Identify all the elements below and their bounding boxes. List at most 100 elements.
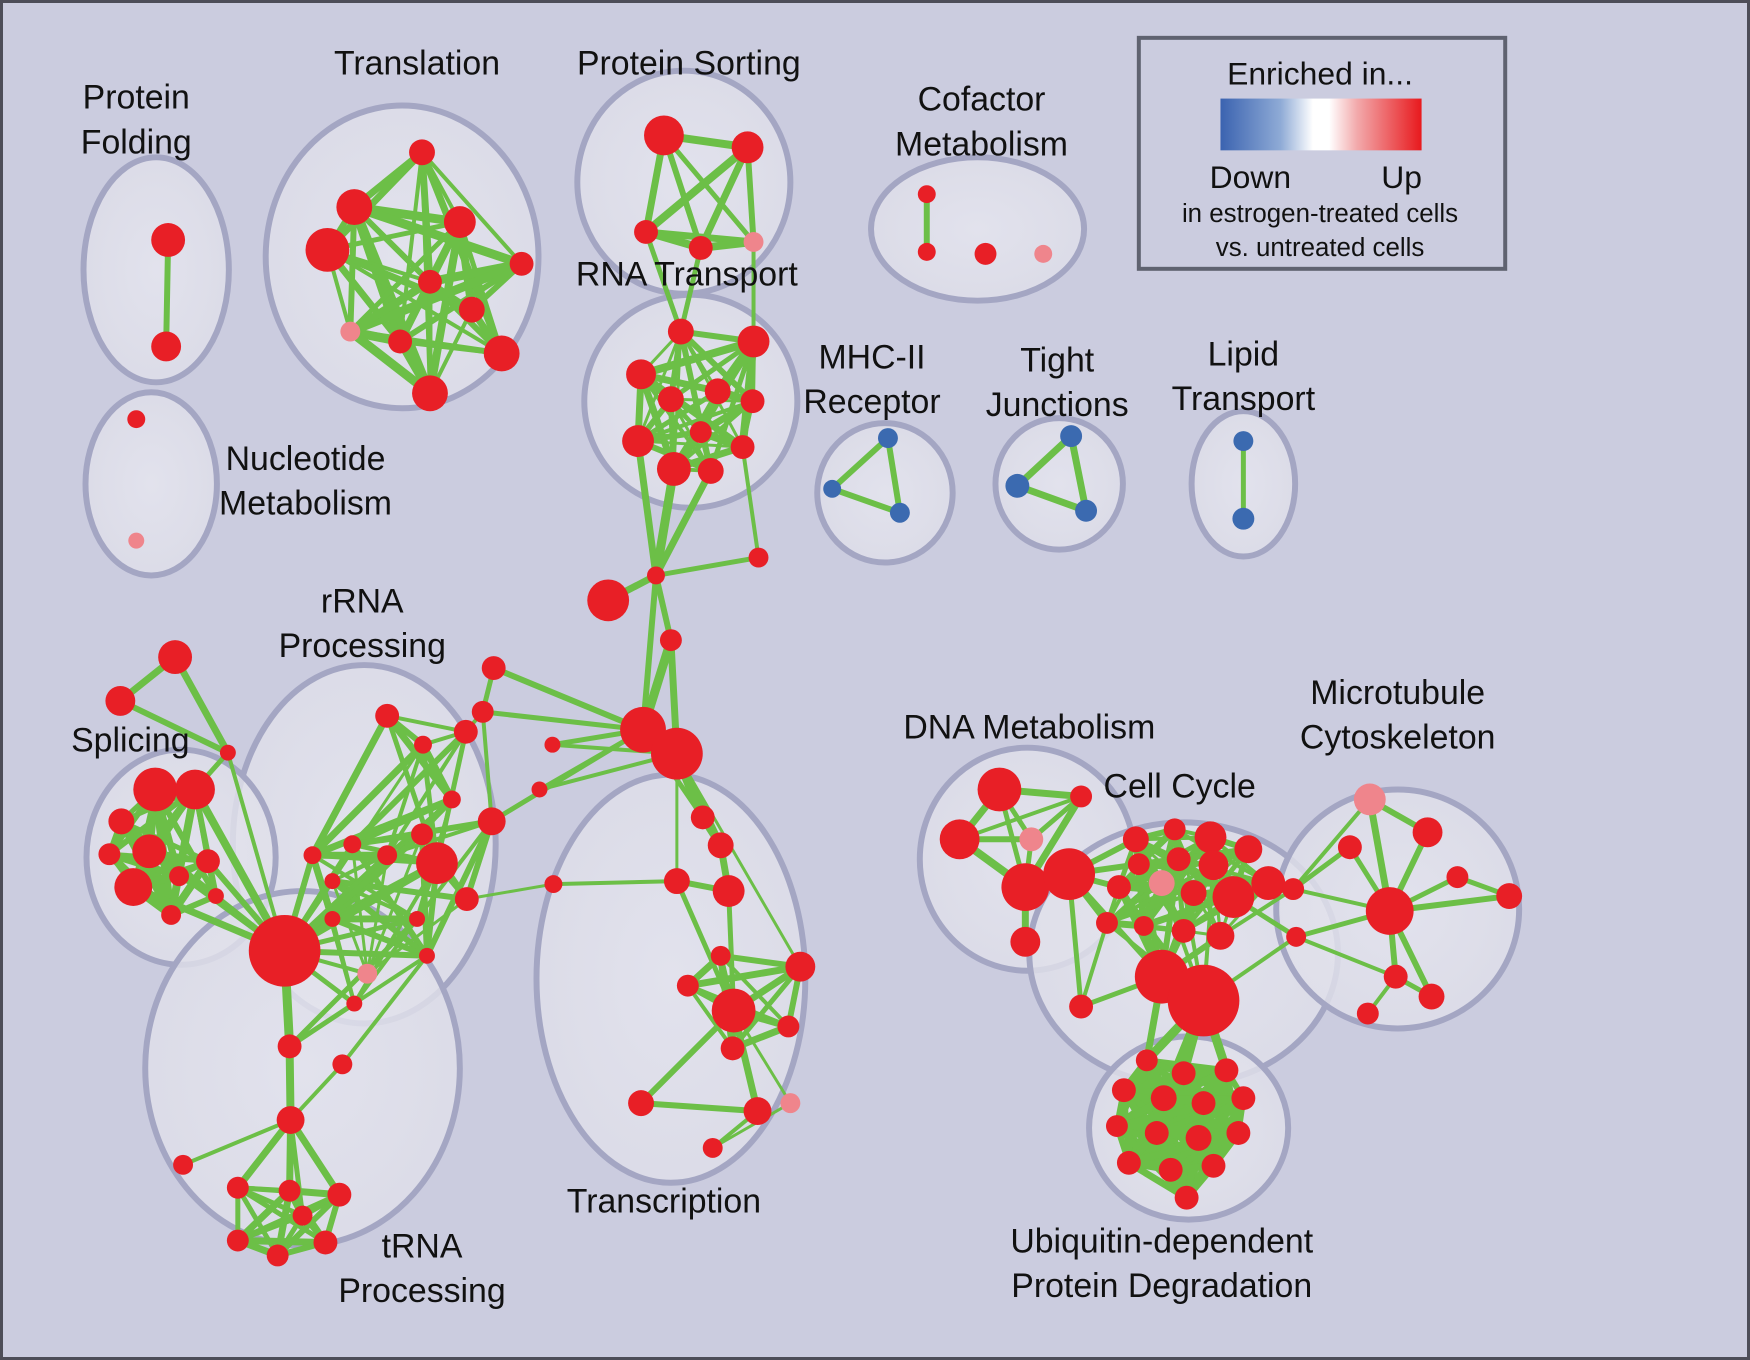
cluster-label-microtubule-cytoskeleton-line2: Cytoskeleton <box>1300 719 1496 757</box>
node-rr14 <box>248 914 321 987</box>
cluster-label-microtubule-cytoskeleton-line1: Microtubule <box>1310 674 1485 712</box>
node-cc17 <box>1069 994 1094 1019</box>
node-tl5 <box>418 269 442 294</box>
edge-mh0-mh2 <box>884 435 903 516</box>
cluster-ellipse-protein-folding <box>80 154 232 386</box>
node-x2 <box>663 868 690 895</box>
node-rr16 <box>419 947 435 964</box>
node-tj1 <box>1005 473 1030 498</box>
edge-tj1-tj2 <box>1013 482 1090 515</box>
node-rr3 <box>442 790 461 809</box>
edge-ubiquitin-blob-mesh <box>1113 1094 1247 1130</box>
node-mt8 <box>1356 1002 1379 1025</box>
edge-rrna-mesh <box>349 728 469 848</box>
node-cc16 <box>1206 921 1235 950</box>
edge-pf0-pf1 <box>163 236 172 350</box>
node-tn4 <box>226 1176 249 1199</box>
node-dm3 <box>1019 827 1044 852</box>
node-rt4 <box>704 378 731 405</box>
edge-translation-mesh <box>323 246 476 314</box>
cluster-label-tight-junctions-line1: Tight <box>1020 341 1095 379</box>
edge-cc17-cc13 <box>1079 920 1109 1009</box>
edge-rrna-mesh <box>349 831 425 848</box>
cluster-label-protein-folding-line2: Folding <box>81 123 192 161</box>
node-mt0 <box>1353 783 1386 816</box>
node-rr10 <box>324 873 341 890</box>
node-sp3 <box>132 834 167 869</box>
node-pf0 <box>151 223 186 257</box>
node-rr1 <box>414 735 432 754</box>
edge-x13-x14 <box>711 1101 792 1150</box>
edge-tb-tc <box>117 697 231 756</box>
node-mj0 <box>1282 878 1305 901</box>
edge-cc16-mj0 <box>1218 887 1296 938</box>
node-sp9 <box>207 888 224 905</box>
edge-rt6-j1 <box>634 437 660 579</box>
edge-dm1-dm2 <box>957 794 1084 842</box>
cluster-label-rna-transport: RNA Transport <box>576 256 798 294</box>
node-x13 <box>780 1093 801 1114</box>
node-x6 <box>676 974 699 997</box>
legend-down-label: Down <box>1210 159 1291 195</box>
cluster-label-ubiquitin-degradation-line2: Protein Degradation <box>1011 1267 1312 1305</box>
edge-translation-mesh <box>345 259 527 337</box>
node-mh0 <box>877 428 898 449</box>
node-cf1 <box>917 242 936 261</box>
node-mt3 <box>1365 887 1414 935</box>
node-mj1 <box>1286 926 1307 947</box>
cluster-label-tight-junctions-line2: Junctions <box>986 386 1129 424</box>
node-mh1 <box>823 479 842 498</box>
node-sp8 <box>161 905 182 925</box>
node-lp1 <box>1232 507 1255 530</box>
node-rr5 <box>411 823 433 846</box>
node-cc13 <box>1096 911 1118 934</box>
node-ps3 <box>688 235 713 260</box>
node-cc15 <box>1171 918 1196 943</box>
edge-rna-transport-mesh <box>636 399 755 444</box>
edge-tn1-tn4 <box>234 1116 295 1192</box>
node-dm2 <box>939 819 980 860</box>
edge-j1-h4 <box>652 572 674 644</box>
node-x12 <box>743 1097 772 1126</box>
node-tn6 <box>327 1182 352 1207</box>
edge-trna-hex-mesh <box>234 1187 294 1245</box>
edge-protein-sorting-mesh <box>697 143 752 252</box>
edge-rrna-mesh <box>352 953 429 1006</box>
node-cc0 <box>1043 848 1096 901</box>
node-cc7 <box>1234 835 1263 864</box>
legend-box <box>1136 35 1508 271</box>
node-sp6 <box>169 866 190 887</box>
node-ub9 <box>1185 1125 1212 1151</box>
legend: Enriched in... Down Up in estrogen-treat… <box>1136 35 1508 271</box>
cluster-label-mhc-ii-receptor-line2: Receptor <box>803 383 940 421</box>
cluster-label-cofactor-metabolism-line2: Metabolism <box>895 125 1068 163</box>
network-diagram-canvas: Protein Folding Translation Protein Sorting… <box>3 3 1747 1357</box>
edge-translation-mesh <box>323 148 426 254</box>
edge-mh0-mh1 <box>829 435 891 492</box>
legend-subtitle-line1: in estrogen-treated cells <box>1182 200 1458 228</box>
edge-rr17-tn0 <box>287 1001 357 1049</box>
node-x0 <box>690 805 715 830</box>
node-rr15 <box>357 963 378 984</box>
legend-title: Enriched in... <box>1227 56 1413 92</box>
node-sp4 <box>98 843 121 866</box>
edge-translation-mesh <box>349 202 435 398</box>
node-x1 <box>707 832 734 859</box>
cluster-label-cofactor-metabolism-line1: Cofactor <box>918 81 1046 119</box>
node-ub4 <box>1150 1085 1177 1112</box>
node-mt7 <box>1418 983 1445 1010</box>
node-tn7 <box>292 1205 313 1226</box>
node-dm5 <box>1010 926 1041 957</box>
edge-j1-h3 <box>653 555 762 578</box>
edge-mj1-mt6 <box>1294 934 1398 979</box>
node-ub13 <box>1201 1153 1226 1178</box>
node-tl0 <box>409 139 435 166</box>
node-ub5 <box>1191 1091 1216 1116</box>
node-mt4 <box>1446 866 1469 889</box>
node-rr2 <box>453 719 478 744</box>
node-tl8 <box>388 329 413 354</box>
node-tn9 <box>313 1230 338 1255</box>
node-tl1 <box>336 189 373 226</box>
edge-trna-hex-mesh <box>234 1237 329 1246</box>
legend-up-label: Up <box>1381 159 1422 195</box>
